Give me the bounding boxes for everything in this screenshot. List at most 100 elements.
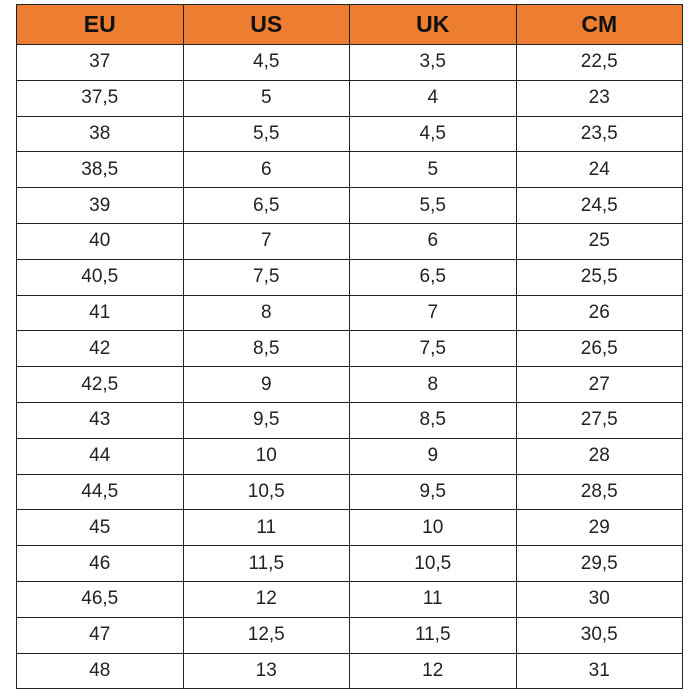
- table-cell: 27,5: [515, 401, 683, 439]
- table-cell: 38: [16, 115, 184, 153]
- table-cell: 23,5: [515, 115, 683, 153]
- table-row: 41 8 7 26: [16, 294, 683, 332]
- table-cell: 25: [515, 222, 683, 260]
- table-cell: 37: [16, 44, 184, 81]
- table-cell: 25,5: [515, 258, 683, 296]
- table-row: 37 4,5 3,5 22,5: [16, 44, 683, 81]
- table-cell: 30: [515, 580, 683, 618]
- table-cell: 10: [182, 437, 350, 475]
- table-cell: 24: [515, 151, 683, 189]
- table-cell: 10: [349, 509, 517, 547]
- table-cell: 5: [349, 151, 517, 189]
- table-cell: 26,5: [515, 330, 683, 368]
- table-cell: 8,5: [182, 330, 350, 368]
- table-cell: 13: [182, 652, 350, 690]
- header-cell: UK: [349, 4, 517, 45]
- table-cell: 12,5: [182, 616, 350, 654]
- table-cell: 39: [16, 187, 184, 224]
- table-cell: 30,5: [515, 616, 683, 654]
- table-cell: 5,5: [349, 187, 517, 224]
- table-row: 40,5 7,5 6,5 25,5: [16, 258, 683, 296]
- table-cell: 7: [349, 294, 517, 332]
- table-row: 48 13 12 31: [16, 652, 683, 690]
- size-chart: EU US UK CM 37 4,5 3,5 22,5 37,5 5 4 23 38 5,5 4,5 23,…: [16, 4, 683, 690]
- table-row: 38,5 6 5 24: [16, 151, 683, 189]
- table-cell: 6: [349, 222, 517, 260]
- table-cell: 45: [16, 509, 184, 547]
- table-cell: 23: [515, 79, 683, 117]
- table-cell: 6: [182, 151, 350, 189]
- table-row: 42 8,5 7,5 26,5: [16, 330, 683, 368]
- table-cell: 42,5: [16, 366, 184, 403]
- table-cell: 46: [16, 545, 184, 582]
- table-cell: 6,5: [349, 258, 517, 296]
- table-cell: 48: [16, 652, 184, 690]
- table-cell: 28: [515, 437, 683, 475]
- table-cell: 43: [16, 401, 184, 439]
- table-cell: 11,5: [182, 545, 350, 582]
- table-row: 37,5 5 4 23: [16, 79, 683, 117]
- table-cell: 41: [16, 294, 184, 332]
- table-cell: 9: [349, 437, 517, 475]
- table-cell: 37,5: [16, 79, 184, 117]
- table-row: 38 5,5 4,5 23,5: [16, 115, 683, 153]
- table-cell: 8: [182, 294, 350, 332]
- table-body: 37 4,5 3,5 22,5 37,5 5 4 23 38 5,5 4,5 23,5 38,5 6 5 24…: [16, 44, 683, 690]
- table-cell: 5: [182, 79, 350, 117]
- table-cell: 22,5: [515, 44, 683, 81]
- table-row: 46 11,5 10,5 29,5: [16, 545, 683, 582]
- table-row: 43 9,5 8,5 27,5: [16, 401, 683, 439]
- table-cell: 8,5: [349, 401, 517, 439]
- table-cell: 8: [349, 366, 517, 403]
- table-cell: 7,5: [182, 258, 350, 296]
- table-row: 47 12,5 11,5 30,5: [16, 616, 683, 654]
- table-head: EU US UK CM: [16, 4, 683, 45]
- table-cell: 46,5: [16, 580, 184, 618]
- table-row: 39 6,5 5,5 24,5: [16, 187, 683, 224]
- header-cell: US: [182, 4, 350, 45]
- table-cell: 27: [515, 366, 683, 403]
- table-row: 45 11 10 29: [16, 509, 683, 547]
- table-cell: 26: [515, 294, 683, 332]
- table-cell: 12: [349, 652, 517, 690]
- table-cell: 12: [182, 580, 350, 618]
- table-cell: 40: [16, 222, 184, 260]
- table-cell: 4,5: [349, 115, 517, 153]
- table-cell: 3,5: [349, 44, 517, 81]
- table-cell: 40,5: [16, 258, 184, 296]
- table-cell: 9,5: [349, 473, 517, 511]
- table-cell: 9: [182, 366, 350, 403]
- table-cell: 42: [16, 330, 184, 368]
- table-cell: 11,5: [349, 616, 517, 654]
- header-cell: EU: [16, 4, 184, 45]
- table-cell: 6,5: [182, 187, 350, 224]
- table-cell: 9,5: [182, 401, 350, 439]
- table-cell: 44: [16, 437, 184, 475]
- table-row: 44 10 9 28: [16, 437, 683, 475]
- table-cell: 7: [182, 222, 350, 260]
- table-row: 40 7 6 25: [16, 222, 683, 260]
- table-cell: 7,5: [349, 330, 517, 368]
- header-cell: CM: [515, 4, 683, 45]
- table-cell: 44,5: [16, 473, 184, 511]
- table-cell: 10,5: [182, 473, 350, 511]
- table-cell: 11: [349, 580, 517, 618]
- table-cell: 4: [349, 79, 517, 117]
- table-cell: 5,5: [182, 115, 350, 153]
- table-cell: 10,5: [349, 545, 517, 582]
- size-table: EU US UK CM 37 4,5 3,5 22,5 37,5 5 4 23 38 5,5 4,5 23,…: [16, 4, 683, 690]
- table-cell: 31: [515, 652, 683, 690]
- table-cell: 47: [16, 616, 184, 654]
- table-row: 46,5 12 11 30: [16, 580, 683, 618]
- table-row: 44,5 10,5 9,5 28,5: [16, 473, 683, 511]
- table-cell: 29: [515, 509, 683, 547]
- table-cell: 38,5: [16, 151, 184, 189]
- table-cell: 11: [182, 509, 350, 547]
- table-cell: 28,5: [515, 473, 683, 511]
- table-cell: 29,5: [515, 545, 683, 582]
- table-cell: 4,5: [182, 44, 350, 81]
- table-cell: 24,5: [515, 187, 683, 224]
- header-row: EU US UK CM: [16, 4, 683, 45]
- table-row: 42,5 9 8 27: [16, 366, 683, 403]
